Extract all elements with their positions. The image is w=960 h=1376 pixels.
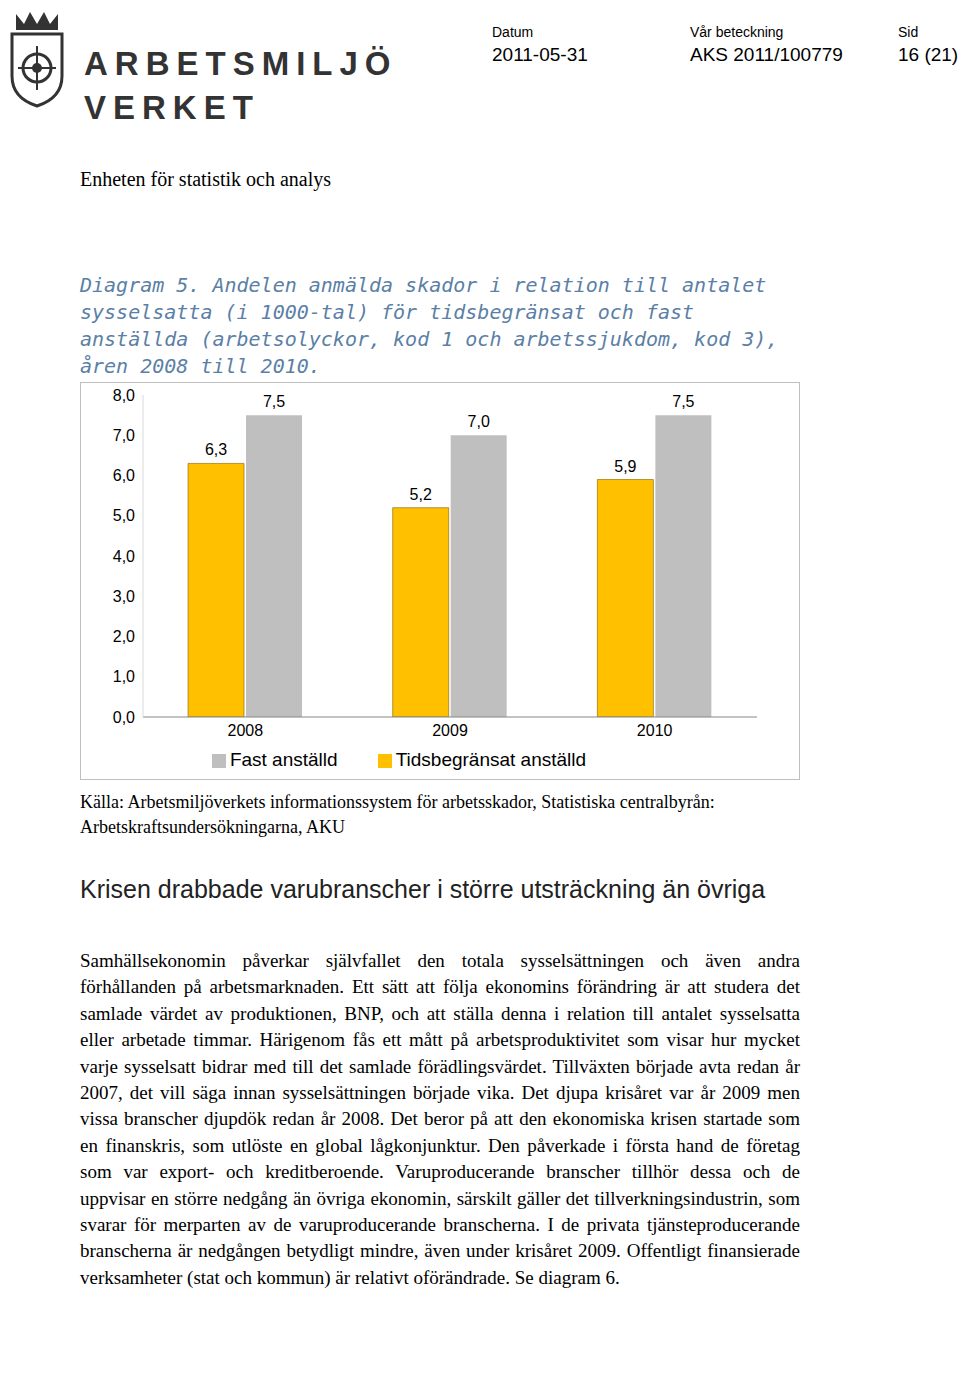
html-text:Fast anställd: Fast anställd <box>229 749 338 770</box>
svg-text:7,0: 7,0 <box>113 427 135 444</box>
svg-text:1,0: 1,0 <box>113 668 135 685</box>
html-text:VERKET: VERKET <box>84 89 260 126</box>
html-text:ARBETSMILJÖ: ARBETSMILJÖ <box>84 45 398 82</box>
svg-text:7,5: 7,5 <box>672 393 694 410</box>
svg-text:2008: 2008 <box>228 722 264 739</box>
svg-text:2010: 2010 <box>637 722 673 739</box>
svg-text:5,9: 5,9 <box>614 458 636 475</box>
svg-text:4,0: 4,0 <box>113 548 135 565</box>
svg-text:7,5: 7,5 <box>263 393 285 410</box>
svg-text:8,0: 8,0 <box>113 387 135 404</box>
html-text:Krisen drabbade varubranscher: Krisen drabbade varubranscher i större u… <box>80 875 766 903</box>
html-text:Källa: Arbetsmiljöverkets info: Källa: Arbetsmiljöverkets informationssy… <box>80 792 715 837</box>
html-text:Samhällsekonomin påverkar själ: Samhällsekonomin påverkar självfallet de… <box>80 950 800 1288</box>
html-text:Diagram 5. Andelen anmälda ska: Diagram 5. Andelen anmälda skador i rela… <box>80 273 779 378</box>
html-text:Tidsbegränsat anställd: Tidsbegränsat anställd <box>395 749 587 770</box>
svg-text:2009: 2009 <box>432 722 468 739</box>
html-text:Vår beteckning: Vår beteckning <box>690 24 784 40</box>
svg-text:6,0: 6,0 <box>113 467 135 484</box>
html-text:16 (21): 16 (21) <box>898 44 959 65</box>
html-text:Datum: Datum <box>492 24 534 40</box>
svg-text:5,0: 5,0 <box>113 507 135 524</box>
svg-text:5,2: 5,2 <box>410 486 432 503</box>
svg-text:0,0: 0,0 <box>113 709 135 726</box>
svg-text:3,0: 3,0 <box>113 588 135 605</box>
html-text:Enheten för statistik och anal: Enheten för statistik och analys <box>80 168 331 190</box>
html-text:AKS 2011/100779: AKS 2011/100779 <box>690 44 843 65</box>
svg-text:2,0: 2,0 <box>113 628 135 645</box>
html-text:Sid: Sid <box>898 24 919 40</box>
svg-text:7,0: 7,0 <box>468 413 490 430</box>
svg-text:6,3: 6,3 <box>205 441 227 458</box>
html-text:2011-05-31: 2011-05-31 <box>492 44 588 65</box>
